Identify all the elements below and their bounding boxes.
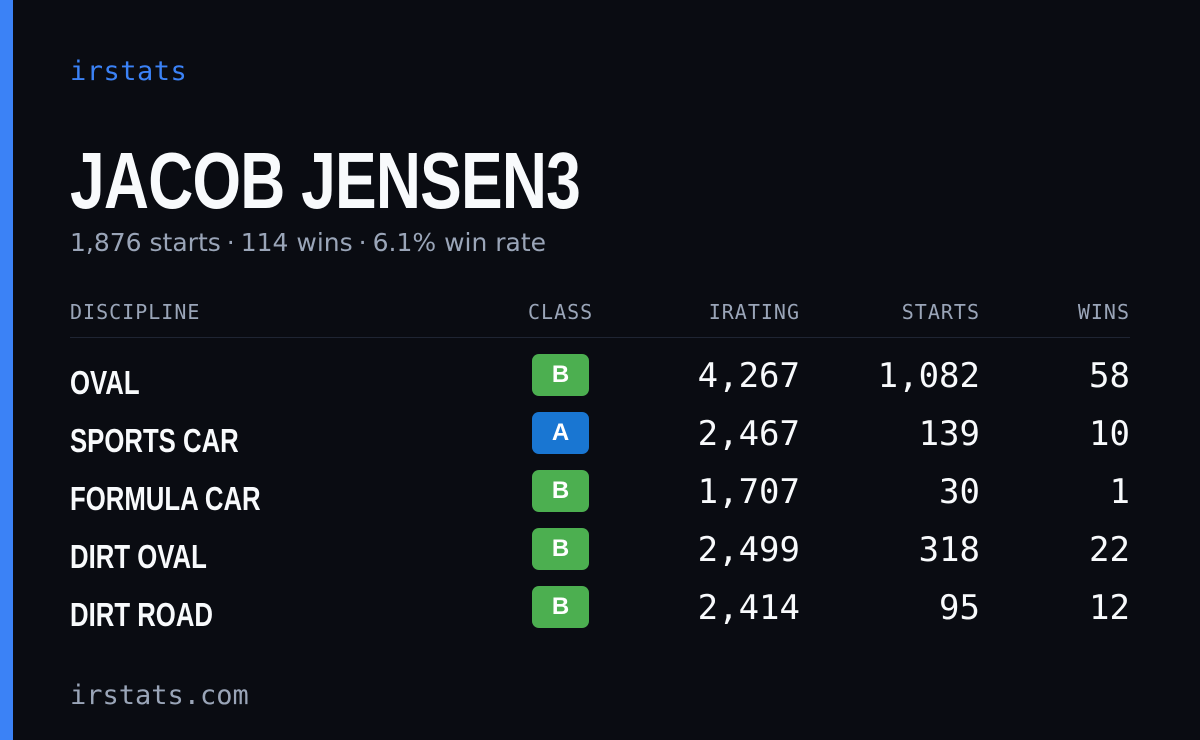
- discipline-name: DIRT OVAL: [70, 538, 207, 575]
- starts-value: 139: [918, 414, 980, 454]
- class-badge: B: [532, 470, 589, 512]
- irating-value: 1,707: [697, 472, 800, 512]
- class-badge: B: [532, 528, 589, 570]
- discipline-name: OVAL: [70, 364, 140, 401]
- accent-bar: [0, 0, 13, 740]
- summary-separator: ·: [358, 228, 367, 257]
- discipline-name: DIRT ROAD: [70, 596, 213, 633]
- summary-starts: 1,876 starts: [70, 228, 221, 257]
- wins-value: 10: [1089, 414, 1130, 454]
- header-discipline: DISCIPLINE: [70, 300, 201, 324]
- wins-value: 22: [1089, 530, 1130, 570]
- table-row: DIRT OVAL B 2,499 318 22: [70, 524, 1130, 582]
- wins-value: 58: [1089, 356, 1130, 396]
- brand-logo-text: irstats: [70, 56, 188, 87]
- discipline-name: SPORTS CAR: [70, 422, 239, 459]
- discipline-name: FORMULA CAR: [70, 480, 261, 517]
- class-badge: B: [532, 586, 589, 628]
- wins-value: 12: [1089, 588, 1130, 628]
- header-class: CLASS: [528, 300, 594, 324]
- irating-value: 2,414: [697, 588, 800, 628]
- footer-url: irstats.com: [70, 680, 249, 711]
- table-row: SPORTS CAR A 2,467 139 10: [70, 408, 1130, 466]
- header-irating: IRATING: [708, 300, 800, 324]
- summary-separator: ·: [226, 228, 235, 257]
- table-row: FORMULA CAR B 1,707 30 1: [70, 466, 1130, 524]
- starts-value: 30: [939, 472, 980, 512]
- class-badge: B: [532, 354, 589, 396]
- driver-summary: 1,876 starts · 114 wins · 6.1% win rate: [70, 228, 546, 257]
- stats-table-header: DISCIPLINE CLASS IRATING STARTS WINS: [70, 300, 1130, 338]
- stats-table-body: OVAL B 4,267 1,082 58 SPORTS CAR A 2,467…: [70, 350, 1130, 640]
- header-wins: WINS: [1077, 300, 1130, 324]
- summary-win-rate: 6.1% win rate: [372, 228, 547, 257]
- irating-value: 4,267: [697, 356, 800, 396]
- starts-value: 1,082: [877, 356, 980, 396]
- table-row: DIRT ROAD B 2,414 95 12: [70, 582, 1130, 640]
- wins-value: 1: [1109, 472, 1130, 512]
- starts-value: 95: [939, 588, 980, 628]
- header-starts: STARTS: [901, 300, 980, 324]
- class-badge: A: [532, 412, 589, 454]
- driver-name: JACOB JENSEN3: [70, 136, 581, 225]
- irating-value: 2,467: [697, 414, 800, 454]
- summary-wins: 114 wins: [240, 228, 353, 257]
- table-row: OVAL B 4,267 1,082 58: [70, 350, 1130, 408]
- starts-value: 318: [918, 530, 980, 570]
- irating-value: 2,499: [697, 530, 800, 570]
